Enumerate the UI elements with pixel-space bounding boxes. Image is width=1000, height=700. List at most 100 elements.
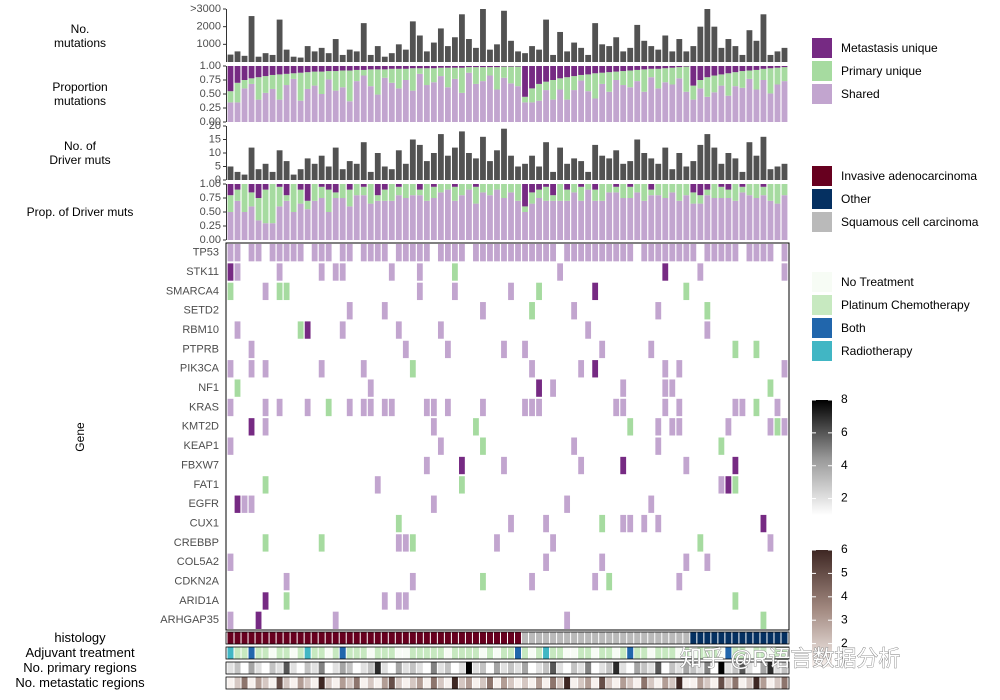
mutation-cell (269, 495, 276, 513)
mutation-cell (416, 437, 423, 455)
track-cell (753, 647, 760, 659)
y-axis-title: No. of Driver muts (49, 139, 111, 167)
mutation-cell (620, 340, 627, 359)
legend-swatch (812, 295, 832, 315)
mutation-cell (515, 514, 521, 533)
legend-swatch (812, 272, 832, 292)
mutation-cell (262, 263, 269, 281)
mutation-cell (739, 302, 746, 320)
bar-segment (599, 200, 606, 240)
mutation-cell (557, 553, 563, 571)
mutation-cell (423, 611, 430, 629)
bar-segment (430, 66, 437, 69)
bar-segment (325, 189, 332, 212)
mutation-cell (332, 340, 339, 359)
mutation-cell (613, 437, 620, 455)
mutation-cell (402, 418, 409, 436)
bar-segment (332, 198, 339, 240)
track-cell (500, 662, 507, 674)
mutation-cell (409, 263, 416, 281)
bar-segment (459, 195, 465, 240)
mutation-cell (437, 514, 444, 533)
bar (367, 171, 374, 180)
mutation-cell (480, 514, 486, 533)
mutation-cell (683, 534, 690, 552)
bar (346, 49, 353, 62)
mutation-cell (690, 263, 697, 281)
mutation-cell (620, 476, 627, 494)
legend-swatch (812, 38, 832, 58)
mutation-cell (578, 534, 585, 552)
track-cell (592, 647, 599, 659)
mutation-cell (227, 418, 234, 436)
bar-segment (353, 195, 360, 240)
bar-segment (767, 200, 774, 240)
mutation-cell (746, 495, 753, 513)
mutation-cell (409, 476, 416, 494)
mutation-cell (746, 553, 753, 571)
bar (704, 134, 711, 180)
mutation-cell (613, 282, 620, 301)
bar-segment (522, 66, 528, 97)
mutation-cell (550, 263, 556, 281)
mutation-cell (655, 553, 662, 571)
mutation-cell (753, 302, 760, 320)
mutation-cell (367, 611, 374, 629)
mutation-cell (360, 476, 367, 494)
mutation-cell (578, 437, 585, 455)
track-cell (346, 662, 353, 674)
track-cell (465, 677, 472, 689)
mutation-cell (311, 244, 318, 262)
track-cell (620, 662, 627, 674)
mutation-cell (255, 282, 262, 301)
bar-segment (234, 82, 241, 103)
gene-label: SMARCA4 (166, 285, 219, 297)
mutation-cell (753, 263, 760, 281)
gene-label: PIK3CA (180, 363, 220, 375)
track-cell (241, 632, 248, 644)
mutation-cell (430, 340, 437, 359)
mutation-cell (550, 398, 556, 417)
track-cell (269, 662, 276, 674)
bar-segment (452, 184, 458, 187)
mutation-cell (501, 495, 507, 513)
track-cell (515, 677, 522, 689)
mutation-cell (290, 476, 297, 494)
bar-segment (781, 184, 788, 196)
mutation-cell (690, 437, 697, 455)
mutation-cell (248, 611, 255, 629)
bar-segment (416, 66, 423, 69)
mutation-cell (452, 495, 458, 513)
track-cell (508, 632, 515, 644)
bar-segment (290, 78, 297, 122)
mutation-cell (487, 553, 493, 571)
bar-segment (599, 72, 606, 84)
bar-segment (704, 189, 711, 196)
mutation-cell (774, 340, 781, 359)
mutation-cell (529, 572, 535, 591)
bar-segment (627, 66, 634, 71)
bar-segment (669, 192, 676, 240)
bar (416, 35, 423, 62)
bar-segment (248, 66, 255, 79)
mutation-cell (655, 418, 662, 436)
mutation-cell (781, 282, 788, 301)
mutation-cell (536, 244, 542, 262)
mutation-cell (655, 302, 662, 320)
bar-segment (725, 73, 732, 96)
mutation-cell (536, 398, 542, 417)
track-cell (388, 647, 395, 659)
bar (620, 163, 627, 180)
bar-segment (269, 66, 276, 75)
track-cell (739, 632, 746, 644)
mutation-cell (388, 514, 395, 533)
bar-segment (227, 91, 234, 103)
gene-label: PTPRB (182, 343, 219, 355)
mutation-cell (697, 495, 704, 513)
mutation-cell (676, 437, 683, 455)
mutation-cell (388, 592, 395, 610)
bar (683, 166, 690, 180)
mutation-cell (339, 611, 346, 629)
bar (725, 153, 732, 180)
track-cell (522, 677, 529, 689)
